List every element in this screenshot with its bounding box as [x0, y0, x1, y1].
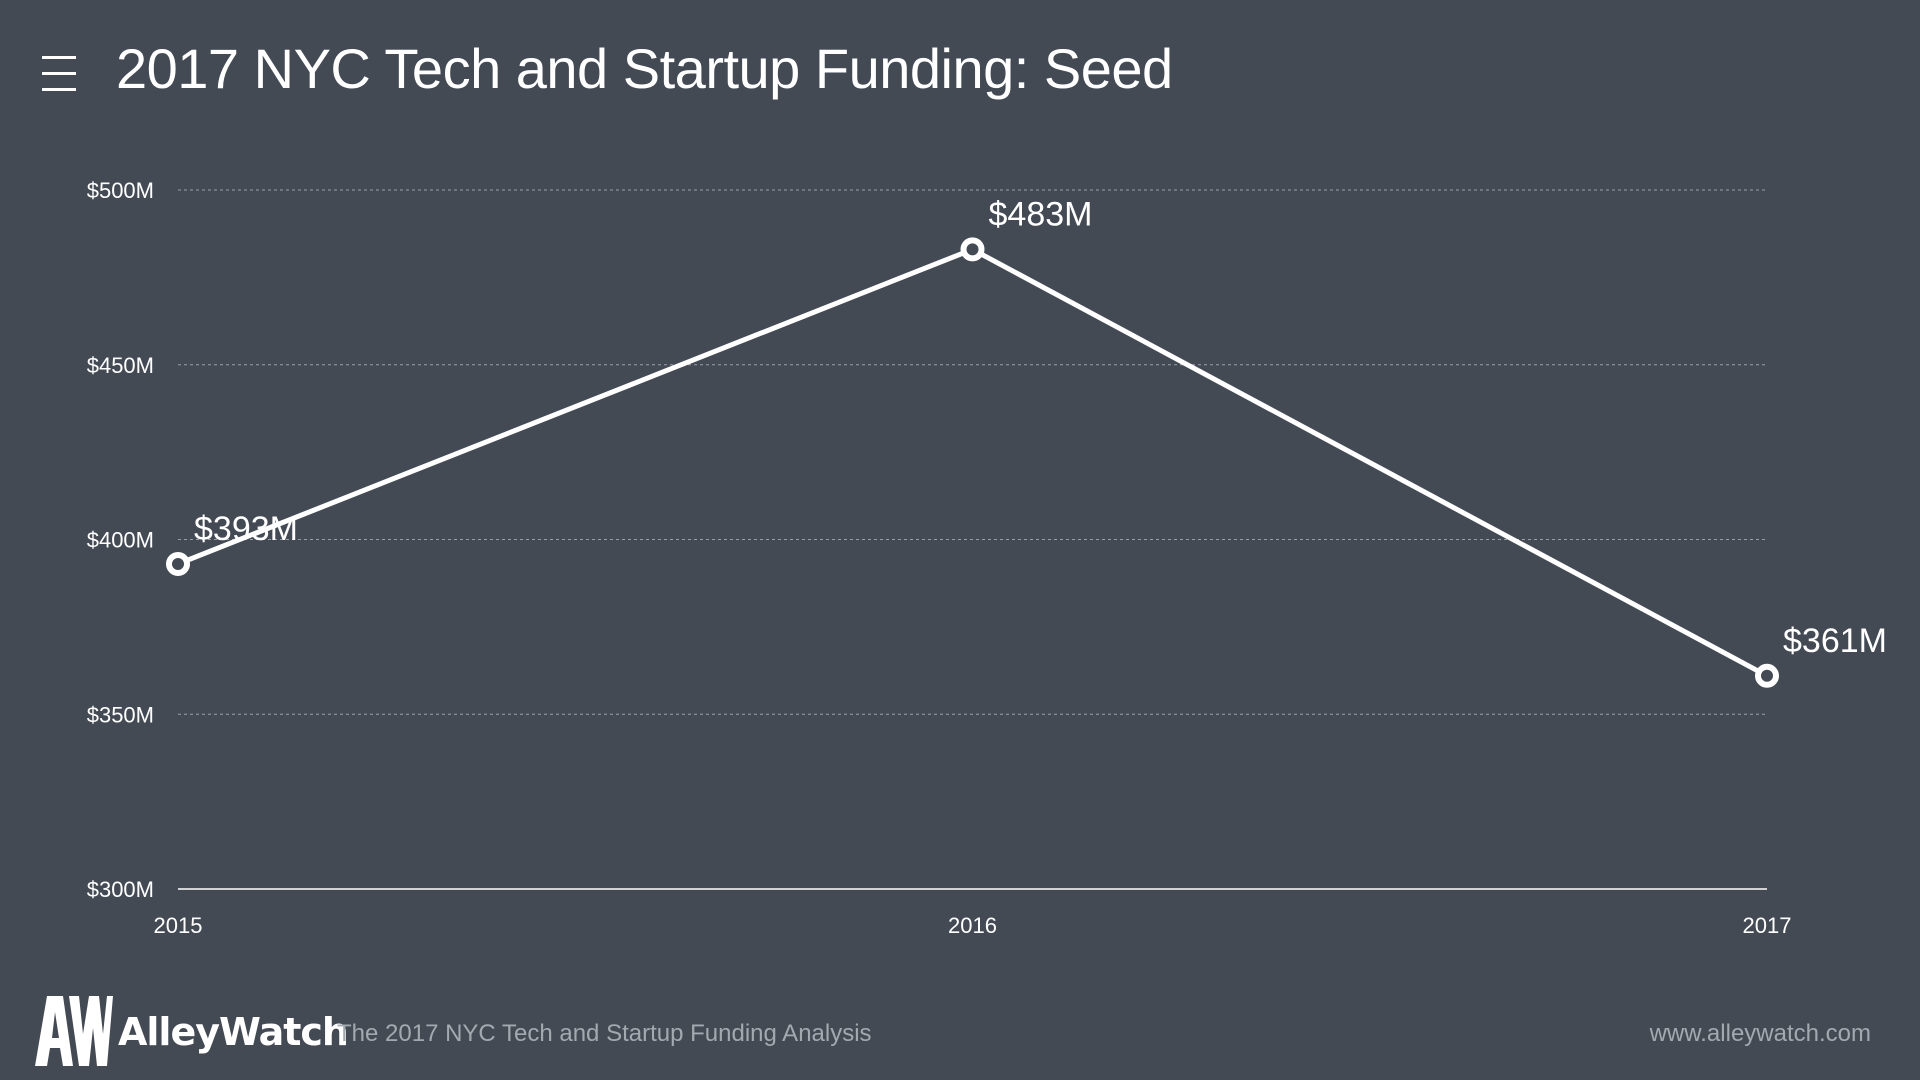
y-tick-label: $400M	[87, 528, 154, 553]
footer-url-link[interactable]: www.alleywatch.com	[1649, 1020, 1871, 1047]
x-tick-label: 2015	[154, 913, 203, 938]
menu-line	[42, 56, 76, 59]
x-tick-label: 2016	[948, 913, 997, 938]
data-point[interactable]	[960, 237, 985, 262]
line-chart: $300M $350M $400M $450M $500M 2015 2016 2017 $…	[87, 178, 1887, 938]
data-label-layer: $393M $483M $361M	[194, 195, 1887, 659]
alleywatch-logo-icon	[35, 996, 113, 1066]
y-tick-label: $300M	[87, 877, 154, 902]
series-line-layer	[177, 246, 1769, 679]
gridlines	[178, 189, 1767, 890]
data-label: $361M	[1783, 622, 1887, 660]
menu-line	[42, 88, 76, 91]
y-tick-label: $350M	[87, 702, 154, 727]
footer: AlleyWatch The 2017 NYC Tech and Startup…	[0, 990, 1920, 1080]
x-tick-label: 2017	[1743, 913, 1792, 938]
data-point[interactable]	[1755, 663, 1779, 688]
menu-line	[42, 72, 76, 75]
x-axis-ticks: 2015 2016 2017	[154, 913, 1792, 938]
hamburger-menu-icon[interactable]	[40, 54, 78, 94]
y-axis-ticks: $300M $350M $400M $450M $500M	[87, 178, 154, 902]
series-line	[177, 246, 1769, 679]
page-title: 2017 NYC Tech and Startup Funding: Seed	[116, 37, 1173, 100]
footer-tagline: The 2017 NYC Tech and Startup Funding An…	[337, 1020, 872, 1047]
y-tick-label: $450M	[87, 353, 154, 378]
y-tick-label: $500M	[87, 178, 154, 203]
data-label: $483M	[989, 195, 1093, 233]
data-label: $393M	[194, 510, 298, 548]
data-point-layer	[166, 237, 1779, 688]
logo-text: AlleyWatch	[118, 1010, 349, 1054]
data-point[interactable]	[166, 551, 190, 576]
header: 2017 NYC Tech and Startup Funding: Seed	[0, 0, 1920, 130]
